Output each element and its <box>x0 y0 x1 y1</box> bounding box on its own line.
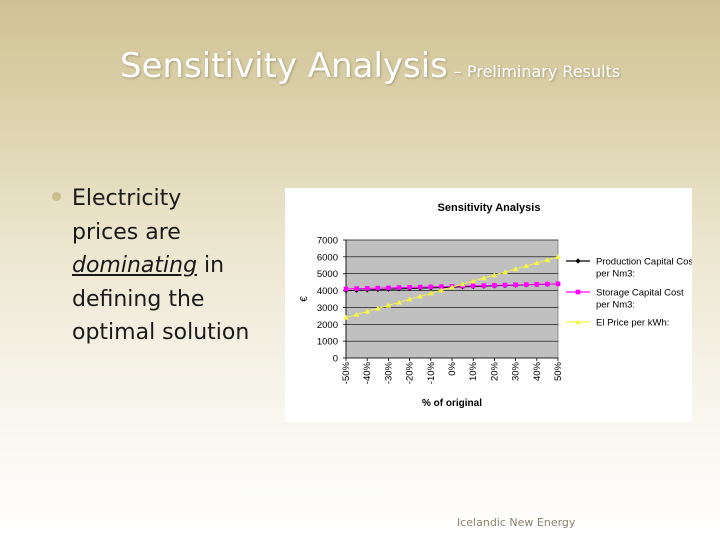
data-point-elprice <box>470 278 476 284</box>
bullet-text-part2: in defining the optimal solution <box>72 253 250 345</box>
legend-marker-storage <box>575 289 581 295</box>
data-point-elprice <box>364 308 370 314</box>
data-point-storage <box>470 283 476 289</box>
footer-text: Icelandic New Energy <box>457 516 576 529</box>
data-point-storage <box>523 282 529 287</box>
chart-title: Sensitivity Analysis <box>438 202 541 214</box>
x-tick-label: -10% <box>426 361 437 384</box>
y-tick-label: 4000 <box>317 286 338 297</box>
data-point-storage <box>364 286 370 291</box>
chart-container: Sensitivity Analysis 7000 6000 5000 4000 3000… <box>285 188 692 422</box>
x-tick-label: 40% <box>532 361 543 381</box>
legend-label-elprice: El Price per kWh: <box>596 318 669 329</box>
legend-label-storage: Storage Capital Cost per Nm3: <box>596 288 684 311</box>
bullet-list: Electricity prices are dominating in def… <box>50 182 250 350</box>
data-point-elprice <box>406 296 413 302</box>
data-point-storage <box>492 283 497 288</box>
data-point-storage <box>407 285 412 290</box>
y-tick-label: 5000 <box>317 269 338 280</box>
data-point-storage <box>428 284 434 290</box>
slide-title: Sensitivity Analysis <box>120 46 448 86</box>
data-point-storage <box>502 282 508 288</box>
data-point-storage <box>343 286 349 292</box>
x-tick-label: 20% <box>489 361 500 381</box>
y-tick-label: 7000 <box>317 236 338 247</box>
data-point-elprice <box>343 314 349 320</box>
data-point-storage <box>417 284 423 290</box>
data-point-storage <box>375 285 381 291</box>
x-tick-label: -50% <box>341 361 352 384</box>
bullet-item: Electricity prices are dominating in def… <box>72 182 250 350</box>
sensitivity-chart: Sensitivity Analysis 7000 6000 5000 4000 3000… <box>299 202 692 409</box>
data-point-storage <box>386 285 391 291</box>
x-tick-label: 30% <box>511 361 522 381</box>
y-tick-label: 0 <box>333 354 338 365</box>
x-tick-label: -30% <box>383 361 394 384</box>
data-point-storage <box>481 283 487 288</box>
data-point-elprice <box>417 293 423 299</box>
legend-label-production: Production Capital Cost per Nm3: <box>596 257 692 280</box>
data-point-elprice <box>491 272 498 278</box>
legend-marker-production <box>575 258 581 264</box>
data-point-elprice <box>353 311 360 317</box>
y-tick-label: 1000 <box>317 337 338 348</box>
plot-area <box>345 239 559 359</box>
data-point-storage <box>555 281 561 287</box>
y-axis-label: € <box>299 296 310 302</box>
data-point-storage <box>439 284 444 289</box>
data-point-elprice <box>428 290 434 296</box>
data-point-storage <box>354 286 359 291</box>
data-point-elprice <box>459 281 466 287</box>
x-tick-label: 0% <box>447 361 458 375</box>
y-tick-label: 6000 <box>317 252 338 263</box>
data-point-elprice <box>523 263 529 269</box>
legend-marker-elprice <box>575 319 581 325</box>
data-point-storage <box>545 281 550 287</box>
y-tick-label: 3000 <box>317 303 338 314</box>
x-tick-label: 10% <box>468 361 479 381</box>
x-tick-label: -40% <box>362 361 373 384</box>
bullet-emphasis: dominating <box>72 253 198 278</box>
data-point-elprice <box>385 302 392 308</box>
data-point-elprice <box>555 254 561 260</box>
data-point-storage <box>396 285 402 290</box>
x-tick-label: -20% <box>405 361 416 384</box>
y-tick-label: 2000 <box>317 320 338 331</box>
data-point-elprice <box>438 287 445 293</box>
data-point-elprice <box>502 269 508 275</box>
x-tick-label: 50% <box>553 361 564 381</box>
slide-title-block: Sensitivity Analysis – Preliminary Result… <box>120 46 620 86</box>
data-point-storage <box>513 282 518 288</box>
data-point-elprice <box>534 260 540 266</box>
data-point-elprice <box>512 266 519 272</box>
bullet-text-part1: Electricity prices are <box>72 186 182 245</box>
bullet-dot-icon <box>52 192 61 201</box>
data-point-elprice <box>449 284 455 290</box>
data-point-elprice <box>481 275 487 281</box>
slide-subtitle: – Preliminary Results <box>453 62 621 81</box>
x-axis-label: % of original <box>422 398 482 409</box>
data-point-elprice <box>544 257 551 263</box>
data-point-elprice <box>375 305 381 311</box>
data-point-elprice <box>396 299 402 305</box>
data-point-storage <box>534 282 540 287</box>
